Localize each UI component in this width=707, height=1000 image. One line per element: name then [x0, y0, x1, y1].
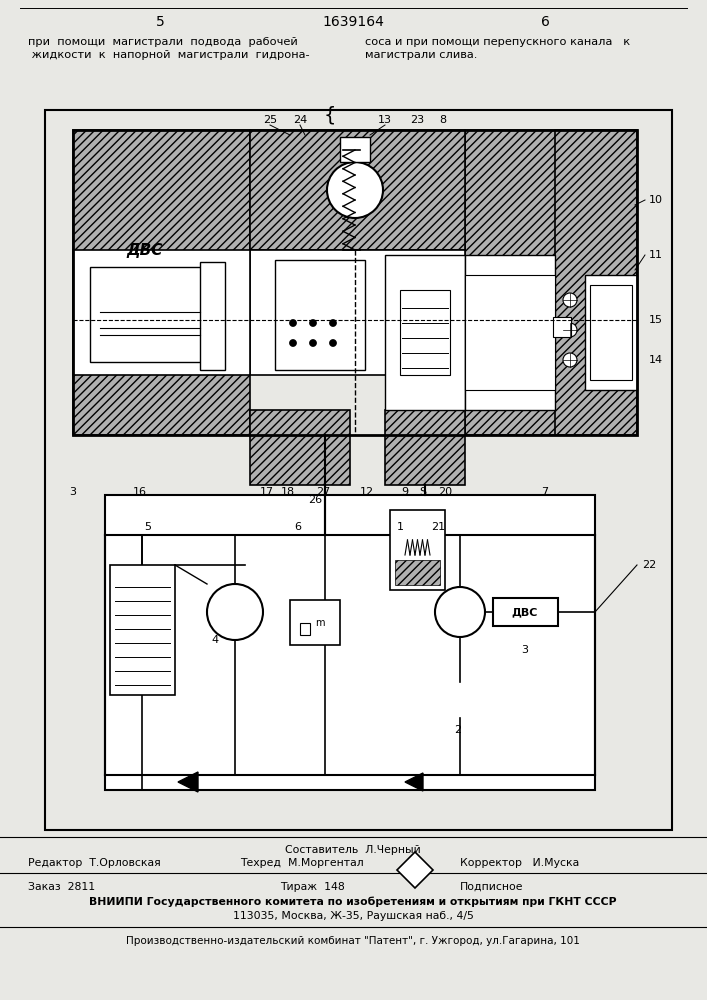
- Bar: [555, 130, 637, 435]
- Text: 20: 20: [438, 487, 452, 497]
- Text: 22: 22: [642, 560, 656, 570]
- Text: ДВС: ДВС: [127, 243, 163, 258]
- Circle shape: [289, 340, 296, 347]
- Text: 24: 24: [293, 115, 307, 125]
- Text: 16: 16: [133, 487, 147, 497]
- Text: Подписное: Подписное: [460, 882, 523, 892]
- Text: 4: 4: [211, 635, 218, 645]
- Bar: [250, 130, 465, 250]
- Text: Техред  М.Моргентал: Техред М.Моргентал: [240, 858, 363, 868]
- Text: 12: 12: [360, 487, 374, 497]
- Bar: [73, 130, 250, 435]
- Text: магистрали слива.: магистрали слива.: [365, 50, 477, 60]
- Bar: [250, 410, 350, 485]
- Text: 1639164: 1639164: [322, 15, 384, 29]
- Text: ВНИИПИ Государственного комитета по изобретениям и открытиям при ГКНТ СССР: ВНИИПИ Государственного комитета по изоб…: [89, 897, 617, 907]
- Bar: [390, 510, 445, 590]
- Text: Составитель  Л.Черный: Составитель Л.Черный: [285, 845, 421, 855]
- Text: {: {: [324, 106, 337, 125]
- Bar: [465, 130, 637, 435]
- Circle shape: [329, 320, 337, 327]
- Circle shape: [563, 293, 577, 307]
- Bar: [250, 250, 465, 375]
- Text: 3: 3: [69, 487, 76, 497]
- Circle shape: [435, 587, 485, 637]
- Bar: [590, 285, 632, 380]
- Text: 13: 13: [378, 115, 392, 125]
- Bar: [340, 137, 370, 162]
- Text: соса и при помощи перепускного канала   к: соса и при помощи перепускного канала к: [365, 37, 630, 47]
- Text: 1: 1: [397, 522, 404, 532]
- Text: 18: 18: [281, 487, 295, 497]
- Bar: [385, 410, 465, 485]
- Bar: [73, 130, 637, 435]
- Bar: [395, 560, 440, 585]
- Text: 10: 10: [649, 195, 663, 205]
- Text: 5: 5: [144, 522, 151, 532]
- Text: 21: 21: [431, 522, 445, 532]
- Circle shape: [207, 584, 263, 640]
- Bar: [385, 255, 465, 410]
- Bar: [493, 598, 558, 626]
- Text: при  помощи  магистрали  подвода  рабочей: при помощи магистрали подвода рабочей: [28, 37, 298, 47]
- Bar: [73, 250, 250, 375]
- Bar: [105, 495, 595, 790]
- Circle shape: [327, 162, 383, 218]
- Circle shape: [329, 340, 337, 347]
- Polygon shape: [405, 773, 423, 791]
- Bar: [275, 260, 365, 370]
- Text: жидкости  к  напорной  магистрали  гидрона-: жидкости к напорной магистрали гидрона-: [28, 50, 310, 60]
- Text: 23: 23: [410, 115, 424, 125]
- Bar: [110, 565, 175, 695]
- Text: Производственно-издательский комбинат "Патент", г. Ужгород, ул.Гагарина, 101: Производственно-издательский комбинат "П…: [126, 936, 580, 946]
- Circle shape: [310, 340, 317, 347]
- Circle shape: [563, 323, 577, 337]
- Text: m: m: [315, 618, 325, 628]
- Text: ДВС: ДВС: [512, 607, 538, 617]
- Bar: [465, 255, 555, 410]
- Bar: [585, 275, 637, 390]
- Polygon shape: [397, 852, 433, 888]
- Text: 8: 8: [440, 115, 447, 125]
- Text: S: S: [419, 487, 426, 497]
- Bar: [45, 110, 672, 830]
- Text: 2: 2: [455, 725, 462, 735]
- Text: 113035, Москва, Ж-35, Раушская наб., 4/5: 113035, Москва, Ж-35, Раушская наб., 4/5: [233, 911, 474, 921]
- Bar: [290, 600, 340, 645]
- Text: 15: 15: [649, 315, 663, 325]
- Text: 6: 6: [295, 522, 301, 532]
- Text: 6: 6: [541, 15, 549, 29]
- Text: 25: 25: [263, 115, 277, 125]
- Text: 17: 17: [260, 487, 274, 497]
- Text: 5: 5: [156, 15, 164, 29]
- Text: 11: 11: [649, 250, 663, 260]
- Bar: [200, 262, 225, 370]
- Text: Тираж  148: Тираж 148: [280, 882, 345, 892]
- Text: Редактор  Т.Орловская: Редактор Т.Орловская: [28, 858, 160, 868]
- Bar: [465, 275, 555, 390]
- Text: 9: 9: [402, 487, 409, 497]
- Circle shape: [310, 320, 317, 327]
- Bar: [300, 623, 310, 635]
- Text: 14: 14: [649, 355, 663, 365]
- Text: 26: 26: [308, 495, 322, 505]
- Polygon shape: [178, 772, 198, 792]
- Text: 27: 27: [316, 487, 330, 497]
- Circle shape: [563, 353, 577, 367]
- Text: 3: 3: [522, 645, 529, 655]
- Text: 7: 7: [542, 487, 549, 497]
- Text: Заказ  2811: Заказ 2811: [28, 882, 95, 892]
- Bar: [400, 290, 450, 375]
- Text: Корректор   И.Муска: Корректор И.Муска: [460, 858, 579, 868]
- Bar: [553, 317, 571, 337]
- Bar: [90, 267, 220, 362]
- Circle shape: [289, 320, 296, 327]
